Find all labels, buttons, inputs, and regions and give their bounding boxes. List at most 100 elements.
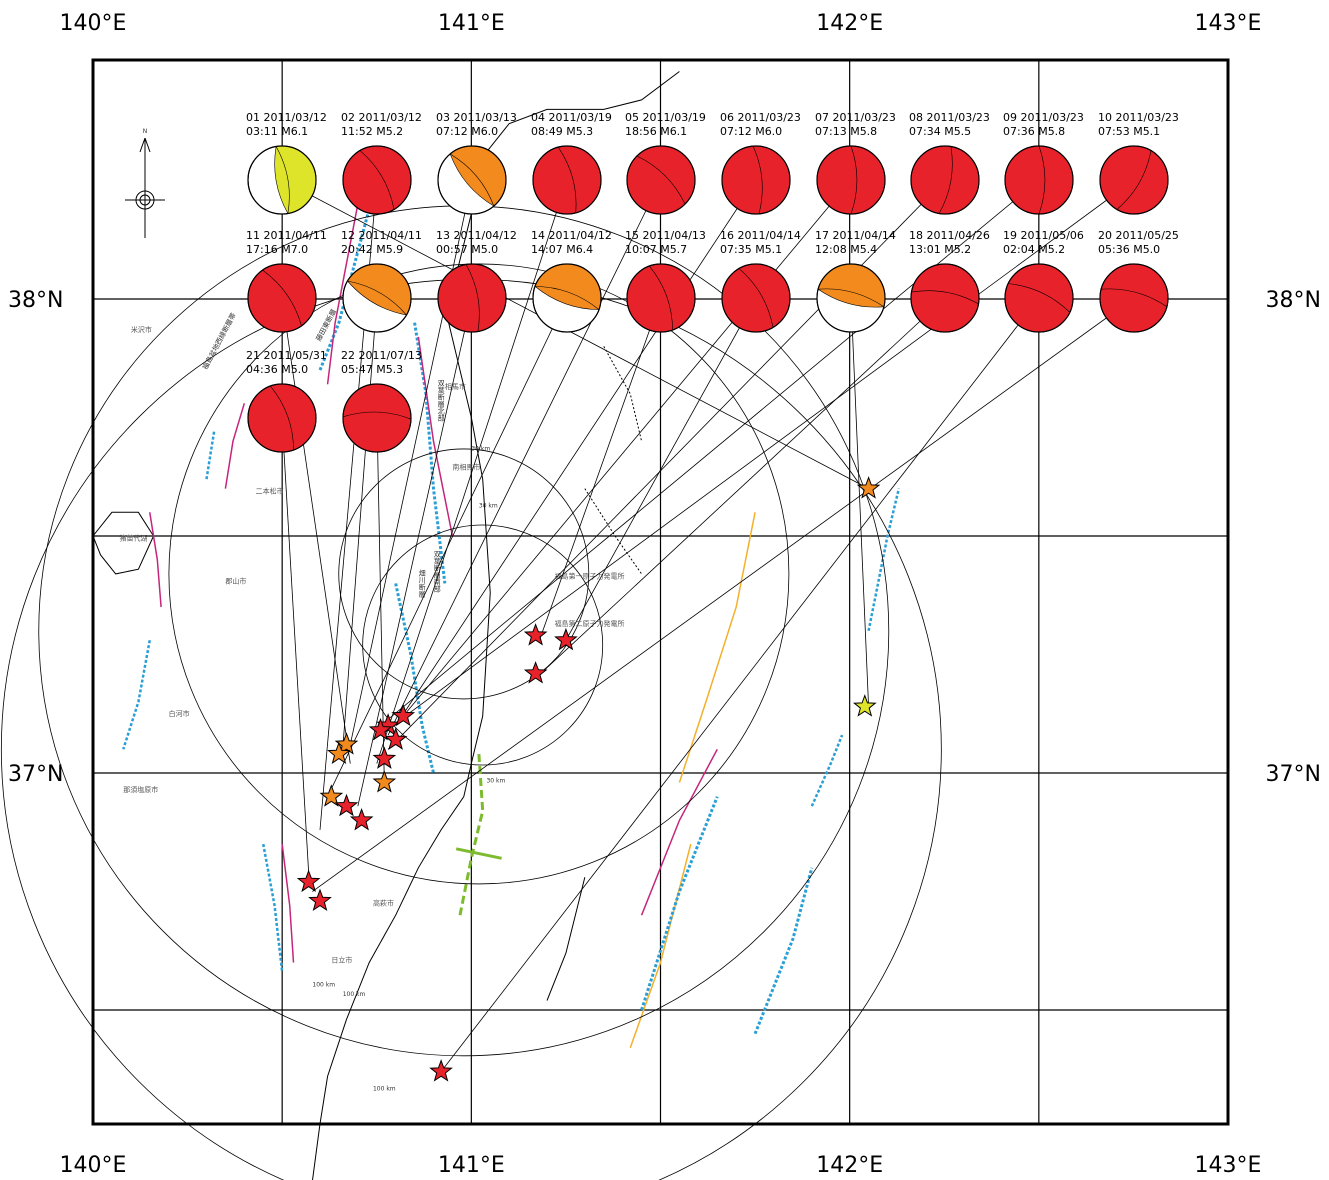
fault-line <box>224 403 246 489</box>
leader-line <box>372 179 1135 741</box>
epicenter-star <box>554 627 578 651</box>
epicenter-star <box>334 793 359 817</box>
beachball-outline <box>532 145 602 215</box>
mechanism-label-line1: 15 2011/04/13 <box>625 229 706 242</box>
place-name: 那須塩原市 <box>123 785 158 794</box>
mechanism-label-line1: 09 2011/03/23 <box>1003 111 1084 124</box>
place-name: 福島第二原子力発電所 <box>555 619 625 628</box>
epicenter-star <box>429 1059 453 1082</box>
left-lat-label: 37°N <box>8 762 63 787</box>
north-arrow-ring <box>135 190 155 210</box>
beachball-outline <box>910 145 980 215</box>
mechanism-label-line1: 03 2011/03/13 <box>436 111 517 124</box>
beachball-outline <box>816 145 886 215</box>
leader-line <box>342 297 378 750</box>
beachball-outline <box>1004 263 1074 333</box>
fault-line <box>326 204 359 385</box>
fault-line <box>413 322 447 584</box>
fault-line <box>629 843 692 1049</box>
leader-line <box>327 297 568 797</box>
epicenter-star <box>296 869 321 893</box>
fault-name: 福島盆地西縁断層帯 <box>200 311 238 371</box>
top-lon-label: 143°E <box>1195 11 1262 36</box>
leader-line <box>565 297 757 641</box>
fault-line <box>678 512 756 783</box>
mechanism-label-line2: 10:07 M5.7 <box>625 243 687 256</box>
distance-circles: 30 km 30 km 30 km 100 km 100 km 100 km <box>1 205 942 1180</box>
mechanism-label-line1: 19 2011/05/06 <box>1003 229 1084 242</box>
right-lat-label: 38°N <box>1266 288 1321 313</box>
epicenter-star <box>327 741 351 765</box>
lake-outline <box>92 511 155 575</box>
bottom-lon-label: 142°E <box>816 1153 883 1178</box>
fault-line <box>205 431 216 480</box>
mechanism-label-line2: 07:34 M5.5 <box>909 125 971 138</box>
mechanism-label-line2: 00:57 M5.0 <box>436 243 498 256</box>
mechanism-label-line2: 13:01 M5.2 <box>909 243 971 256</box>
place-name: 猪苗代湖 <box>119 534 147 543</box>
mechanism-label-line1: 08 2011/03/23 <box>909 111 990 124</box>
epicenter-star <box>856 476 881 499</box>
place-name: 日立市 <box>331 956 352 965</box>
epicenter-star <box>308 888 332 912</box>
leader-line <box>850 297 869 707</box>
place-name: 福島第一原子力発電所 <box>555 572 625 581</box>
epicenter-star <box>372 770 397 793</box>
mechanism-label-line1: 06 2011/03/23 <box>720 111 801 124</box>
distance-label: 30 km <box>479 503 498 510</box>
epicenter-star <box>334 732 359 755</box>
fault-name: 双葉断層南部 <box>433 550 441 593</box>
mechanism-label-line1: 18 2011/04/26 <box>909 229 990 242</box>
mechanism-label-line1: 14 2011/04/12 <box>531 229 612 242</box>
distance-circle <box>338 448 590 700</box>
mechanism-label-line1: 21 2011/05/31 <box>246 349 327 362</box>
beachball-lobe <box>1004 145 1046 215</box>
beachball-outline <box>626 263 696 333</box>
fault-line <box>584 488 642 575</box>
epicenter-star <box>349 807 374 831</box>
fault-line <box>149 512 162 608</box>
beachball-outline <box>437 263 507 333</box>
distance-label: 100 km <box>373 1086 396 1093</box>
mechanism-label-line1: 16 2011/04/14 <box>720 229 801 242</box>
leader-line <box>281 417 310 873</box>
mechanism-label-line2: 04:36 M5.0 <box>246 363 308 376</box>
beachball-outline <box>247 263 317 333</box>
beachball-outline <box>342 383 412 453</box>
fault-line <box>122 640 151 750</box>
beachball-outline <box>721 145 791 215</box>
mechanism-label-line1: 04 2011/03/19 <box>531 111 612 124</box>
leader-line <box>535 297 946 679</box>
fault-line <box>640 748 718 916</box>
fault-line <box>810 734 844 807</box>
leader-line <box>312 297 1135 892</box>
fault-line <box>262 843 284 973</box>
mechanism-label-line1: 13 2011/04/12 <box>436 229 517 242</box>
mechanism-label-line2: 12:08 M5.4 <box>815 243 877 256</box>
epicenter-star <box>368 717 393 741</box>
beachball-outline <box>247 383 317 453</box>
bottom-lon-label: 140°E <box>60 1153 127 1178</box>
fault-line <box>753 867 814 1035</box>
mechanism-label-line2: 07:53 M5.1 <box>1098 125 1160 138</box>
map-frame <box>91 58 1230 1126</box>
left-lat-label: 38°N <box>8 288 63 313</box>
mechanism-label-line1: 10 2011/03/23 <box>1098 111 1179 124</box>
mechanism-label-line2: 05:36 M5.0 <box>1098 243 1160 256</box>
mechanism-label-line2: 08:49 M5.3 <box>531 125 593 138</box>
beachball-outline <box>1004 145 1074 215</box>
leader-line <box>539 297 662 641</box>
fault-line <box>458 753 485 916</box>
